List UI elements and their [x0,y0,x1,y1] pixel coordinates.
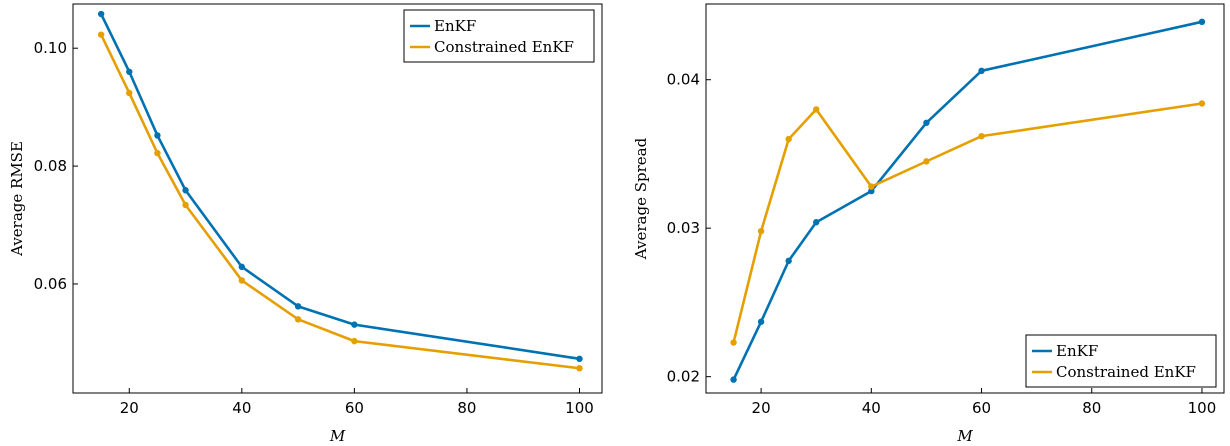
x-tick-label: 100 [565,399,594,417]
y-tick-label: 0.04 [667,71,700,89]
x-tick-label: 80 [1082,399,1101,417]
x-tick-label: 40 [862,399,881,417]
x-tick-label: 40 [232,399,251,417]
data-point [351,321,358,328]
data-point [294,303,302,310]
legend: EnKF Constrained EnKF [403,9,595,63]
y-tick-label: 0.08 [34,157,67,175]
series-line-2 [99,34,580,370]
y-tick-label: 0.10 [34,39,67,57]
data-point [868,187,875,195]
data-point [154,132,161,139]
x-tick-label: 100 [1188,399,1217,417]
data-point [813,106,820,113]
series-line-1 [732,20,1203,381]
data-point [923,158,930,165]
x-tick-label: 60 [345,399,364,417]
data-point [923,119,930,126]
data-point [757,227,765,235]
data-point [238,263,246,271]
data-point [576,365,583,372]
x-tick-label: 60 [972,399,991,417]
x-axis-title: M [329,427,346,445]
data-point [785,135,792,143]
plot-frame [705,3,1225,394]
x-tick-label: 20 [752,399,771,417]
data-point [97,31,105,38]
chart-panel-2: 20 40 60 80 100 0.02 0.03 0.04 M Average Spread En… [632,3,1225,445]
data-point [182,187,189,194]
y-tick-label: 0.06 [34,275,67,293]
legend: EnKF Constrained EnKF [1025,334,1217,388]
x-tick-label: 80 [457,399,476,417]
legend-box [403,9,595,63]
data-point [576,355,583,363]
data-point [238,277,246,284]
plot-frame [72,3,603,394]
data-point [126,68,133,75]
series-line-1 [99,13,580,361]
data-point [785,257,792,265]
data-point [813,219,820,226]
data-point [1198,18,1206,26]
y-axis-title: Average RMSE [8,141,26,257]
data-point [97,10,105,18]
legend-box [1025,334,1217,388]
data-point [868,183,875,190]
data-point [1198,100,1206,107]
chart-panel-1: 20 40 60 80 100 0.06 0.08 0.10 M Average RMSE EnKF… [8,3,603,445]
legend-label: EnKF [1056,342,1098,360]
y-axis-title: Average Spread [632,137,650,260]
data-point [730,376,737,383]
data-point [730,339,737,346]
data-point [154,149,161,157]
y-tick-label: 0.02 [667,368,700,386]
series-line-2 [732,102,1203,343]
legend-label: Constrained EnKF [434,38,574,56]
x-tick-label: 20 [120,399,139,417]
data-point [351,337,358,345]
data-point [978,132,985,140]
data-point [182,201,189,209]
legend-label: Constrained EnKF [1056,363,1196,381]
x-axis-title: M [956,427,973,445]
y-tick-label: 0.03 [667,219,700,237]
data-point [126,89,133,97]
legend-label: EnKF [434,17,476,35]
data-point [978,67,985,75]
data-point [294,316,302,323]
data-point [757,318,765,325]
